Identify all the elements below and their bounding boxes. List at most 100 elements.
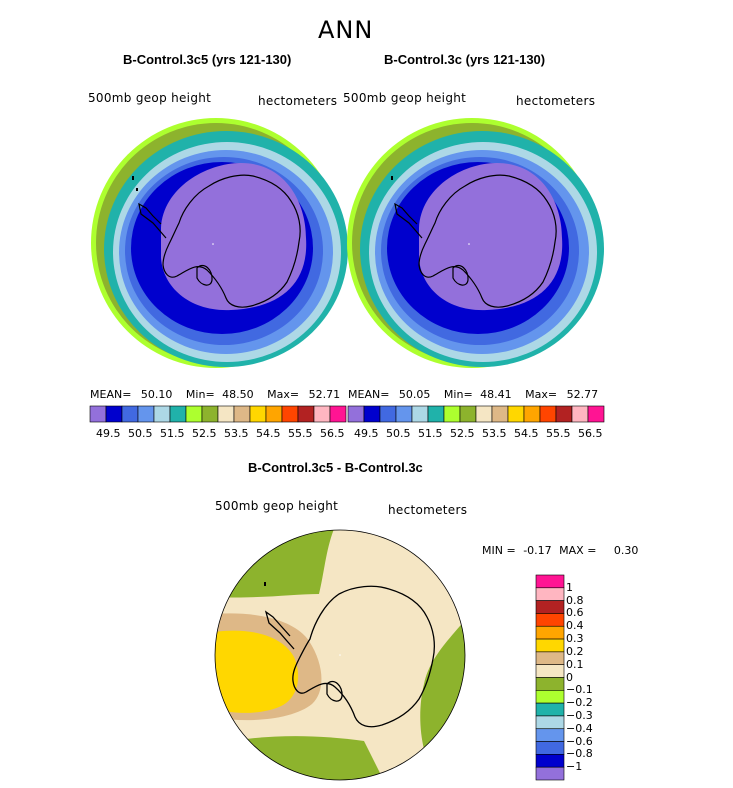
panel2-colorbar-tick-label: 52.5 [450,427,475,440]
panel2-colorbar-swatch [395,405,413,423]
panel2-colorbar-swatch [539,405,557,423]
panel1-max-label: Max= [267,388,300,401]
panel1-mean-value: 50.10 [140,388,173,401]
diff-variable: 500mb geop height [215,499,339,513]
diff-colorbar-tick-label: 1 [566,580,573,594]
panel1-colorbar-swatch [105,405,123,423]
diff-colorbar-swatch [535,651,565,665]
panel2-colorbar-swatch [523,405,541,423]
diff-colorbar-swatch [535,715,565,730]
panel2-colorbar-swatch [411,405,429,423]
diff-colorbar-tick-label: −0.3 [566,708,593,722]
diff-colorbar-ticks: 1 0.8 0.6 0.4 0.3 0.2 0.1 0 −0.1 −0.2 −0.3 −0.4 −0.6… [566,575,606,780]
panel2-variable: 500mb geop height [343,91,467,105]
panel2-colorbar-tick-label: 49.5 [354,427,379,440]
diff-colorbar-swatch [535,587,565,601]
diff-colorbar-tick-label: 0 [566,670,573,684]
panel2-colorbar-swatch [587,405,605,423]
diff-colorbar-tick-label: 0.3 [566,632,584,646]
panel1-colorbar-tick-label: 52.5 [192,427,217,440]
panel1-colorbar-tick-label: 55.5 [288,427,313,440]
panel2-colorbar-tick-label: 50.5 [386,427,411,440]
panel2-colorbar-swatch [507,405,525,423]
panel1-colorbar-swatch [217,405,235,423]
panel1-colorbar-tick-label: 56.5 [320,427,345,440]
panel1-mean-label: MEAN= [90,388,132,401]
panel1-colorbar-swatch [281,405,299,423]
diff-colorbar-tick-label: 0.6 [566,606,584,620]
diff-units: hectometers [388,503,468,517]
diff-max-label: MAX = [559,544,597,557]
panel1-colorbar-swatch [313,405,331,423]
diff-colorbar-swatch [535,664,565,678]
panel2-colorbar-swatch [347,405,365,423]
panel2-colorbar-swatch [491,405,509,423]
panel2-colorbar-swatch [363,405,381,423]
panel1-max-value: 52.71 [308,388,341,401]
panel1-colorbar-swatch [249,405,267,423]
panel1-colorbar-tick-label: 50.5 [128,427,153,440]
panel1-colorbar-swatch [201,405,219,423]
panel2-colorbar-tick-label: 56.5 [578,427,603,440]
panel1-colorbar-swatch [89,405,107,423]
panel1-colorbar-swatch [137,405,155,423]
diff-colorbar-swatch [535,677,565,691]
panel2-colorbar-tick-label: 54.5 [514,427,539,440]
panel1-polar-map [91,118,348,368]
panel1-colorbar-tick-label: 51.5 [160,427,185,440]
panel2-colorbar-swatch [379,405,397,423]
diff-colorbar-swatch [535,702,565,717]
panel1-colorbar-swatch [233,405,251,423]
diff-title: B-Control.3c5 - B-Control.3c [248,460,423,475]
panel2-colorbar-swatch [443,405,461,423]
panel2-colorbar-tick-label: 53.5 [482,427,507,440]
panel1-colorbar-swatch [329,405,347,423]
diff-max-value: 0.30 [613,544,639,557]
diff-colorbar-tick-label: −0.4 [566,721,593,735]
diff-colorbar-tick-label: 0.4 [566,619,584,633]
panel1-min-label: Min= [185,388,215,401]
panel2-mean-label: MEAN= [348,388,390,401]
panel2-colorbar-swatch [459,405,477,423]
panel1-colorbar-swatch [297,405,315,423]
diff-colorbar-tick-label: −0.6 [566,734,593,748]
panel1-colorbar-swatch [265,405,283,423]
panel2-polar-map [347,118,604,368]
diff-min-label: MIN = [482,544,516,557]
diff-colorbar-swatch [535,690,565,704]
panel1-colorbar [89,405,347,423]
panel1-min-value: 48.50 [222,388,254,401]
panel1-colorbar-ticks: 49.5 50.5 51.5 52.5 53.5 54.5 55.5 56.5 [90,427,346,441]
diff-colorbar-swatch [535,766,565,781]
diff-colorbar-swatch [535,741,565,755]
panel2-min-label: Min= [443,388,473,401]
panel1-colorbar-swatch [121,405,139,423]
panel2-max-value: 52.77 [566,388,599,401]
diff-colorbar-swatch [535,574,565,589]
diff-polar-map [214,529,466,781]
panel1-colorbar-swatch [169,405,187,423]
diff-colorbar-tick-label: −0.1 [566,683,593,697]
diff-colorbar-tick-label: 0.8 [566,593,584,607]
panel2-colorbar-tick-label: 55.5 [546,427,571,440]
panel2-colorbar-swatch [571,405,589,423]
diff-colorbar-tick-label: −1 [566,760,583,774]
diff-colorbar-tick-label: −0.2 [566,696,593,710]
panel2-colorbar-swatch [555,405,573,423]
panel2-colorbar [347,405,605,423]
panel1-colorbar-tick-label: 49.5 [96,427,121,440]
panel1-title: B-Control.3c5 (yrs 121-130) [123,52,292,67]
panel2-colorbar-swatch [475,405,493,423]
diff-colorbar-swatch [535,754,565,768]
diff-colorbar [535,574,565,781]
diff-min-value: -0.17 [523,544,552,557]
diff-colorbar-swatch [535,600,565,614]
panel2-colorbar-swatch [427,405,445,423]
panel1-colorbar-tick-label: 53.5 [224,427,249,440]
diff-colorbar-swatch [535,638,565,653]
diff-colorbar-swatch [535,625,565,640]
figure-title: ANN [318,16,374,44]
panel2-title: B-Control.3c (yrs 121-130) [384,52,546,67]
panel1-units: hectometers [258,94,338,108]
panel1-colorbar-tick-label: 54.5 [256,427,281,440]
